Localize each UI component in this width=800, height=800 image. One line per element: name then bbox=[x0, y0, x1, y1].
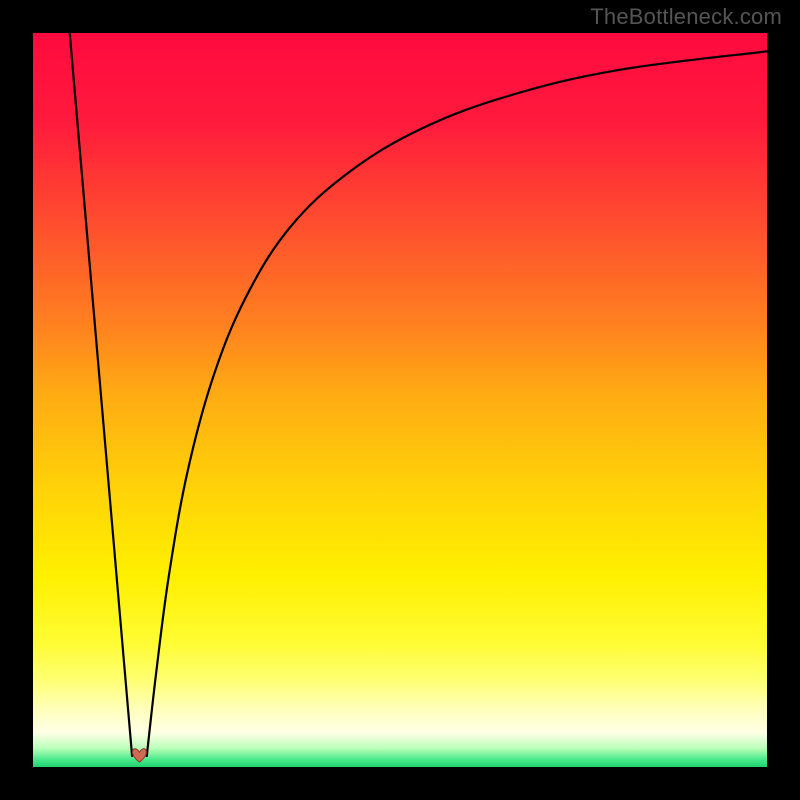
chart-stage: TheBottleneck.com bbox=[0, 0, 800, 800]
bottleneck-chart bbox=[0, 0, 800, 800]
thermal-gradient-fill bbox=[33, 33, 767, 767]
watermark-text: TheBottleneck.com bbox=[590, 4, 782, 30]
plot-area bbox=[33, 33, 767, 767]
